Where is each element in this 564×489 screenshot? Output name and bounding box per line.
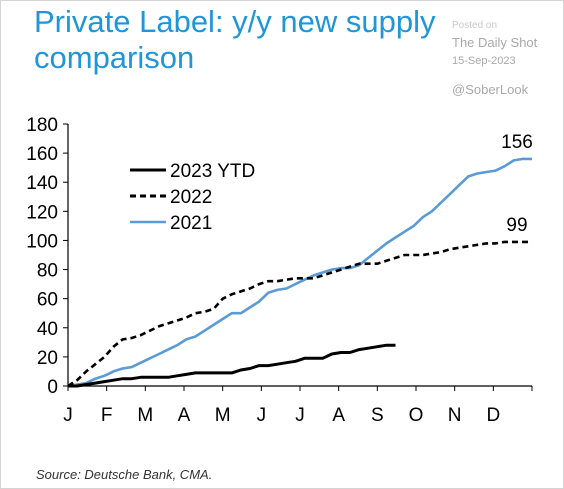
series-line-2022 (67, 240, 532, 388)
x-tick-label: A (178, 405, 191, 426)
x-tick-label: J (257, 405, 267, 426)
source-note: Source: Deutsche Bank, CMA. (36, 467, 213, 482)
x-tick-label: D (486, 405, 500, 426)
chart-series (67, 157, 532, 388)
watermark-handle: @SoberLook (452, 82, 529, 97)
x-tick-label: J (295, 405, 305, 426)
watermark-name: The Daily Shot (452, 35, 538, 50)
x-tick-label: M (137, 405, 153, 426)
series-line-2021 (67, 157, 532, 388)
y-tick-label: 140 (26, 173, 58, 194)
end-label: 99 (506, 215, 527, 236)
y-tick-label: 60 (37, 290, 58, 311)
y-tick-label: 40 (37, 319, 58, 340)
y-tick-label: 180 (26, 115, 58, 136)
x-tick-label: A (332, 405, 345, 426)
x-tick-label: S (371, 405, 384, 426)
legend-label: 2023 YTD (170, 161, 255, 182)
x-tick-label: N (448, 405, 462, 426)
legend-label: 2022 (170, 187, 212, 208)
chart-title: Private Label: y/y new supply comparison (34, 4, 436, 75)
y-tick-label: 20 (37, 348, 58, 369)
y-tick-label: 100 (26, 231, 58, 252)
chart-end-labels: 156 99 (501, 132, 533, 236)
watermark-date: 15-Sep-2023 (452, 55, 516, 67)
y-tick-label: 0 (47, 377, 58, 398)
legend-label: 2021 (170, 213, 212, 234)
x-tick-label: O (409, 405, 424, 426)
x-tick-label: M (215, 405, 231, 426)
watermark-posted: Posted on (452, 20, 498, 31)
series-line-2023-ytd (68, 343, 396, 388)
x-tick-label: F (101, 405, 113, 426)
chart-legend: 2023 YTD 2022 2021 (130, 161, 255, 234)
y-tick-label: 80 (37, 261, 58, 282)
y-tick-label: 120 (26, 202, 58, 223)
end-label: 156 (501, 132, 533, 153)
y-tick-label: 160 (26, 144, 58, 165)
x-tick-label: J (63, 405, 73, 426)
chart-axes: 0 20 40 60 80 100 120 140 160 180 J F M A M J J A S O N D (26, 115, 533, 426)
